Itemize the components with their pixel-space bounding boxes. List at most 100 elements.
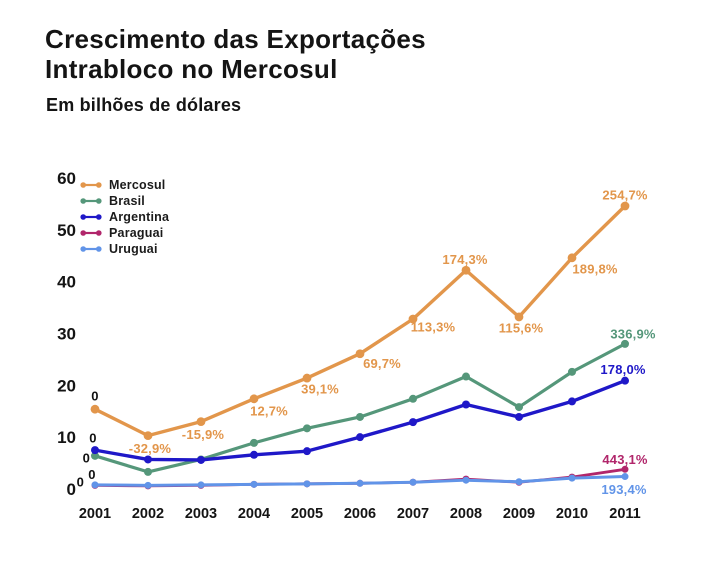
- data-point-paraguai-2011[interactable]: [621, 465, 629, 473]
- data-point-mercosul-2008[interactable]: [461, 265, 471, 275]
- data-label-mercosul-2001: 0: [91, 389, 98, 404]
- data-label-mercosul-2003: -15,9%: [182, 427, 225, 442]
- legend-item-mercosul[interactable]: Mercosul: [80, 177, 169, 192]
- x-axis-tick: 2004: [238, 506, 270, 522]
- data-point-brasil-2001[interactable]: [91, 451, 99, 460]
- legend-marker-icon: [80, 213, 102, 220]
- data-label-brasil-2011: 336,9%: [610, 326, 656, 341]
- data-point-uruguai-2011[interactable]: [621, 473, 629, 481]
- chart-title: Crescimento das Exportações Intrabloco n…: [45, 24, 426, 84]
- x-axis-tick: 2010: [556, 506, 588, 522]
- data-point-mercosul-2005[interactable]: [302, 373, 312, 383]
- data-label-mercosul-2005: 39,1%: [301, 382, 339, 397]
- data-point-argentina-2010[interactable]: [568, 397, 576, 406]
- data-point-mercosul-2004[interactable]: [249, 394, 259, 404]
- data-point-brasil-2004[interactable]: [250, 438, 258, 447]
- data-label-mercosul-2007: 113,3%: [411, 319, 456, 334]
- x-axis-tick: 2002: [132, 506, 164, 522]
- x-axis-tick: 2005: [291, 506, 323, 522]
- y-axis-tick: 50: [57, 221, 76, 240]
- data-point-brasil-2008[interactable]: [462, 372, 470, 381]
- x-axis-tick: 2006: [344, 506, 376, 522]
- data-label-mercosul-2004: 12,7%: [250, 403, 288, 418]
- legend-label: Paraguai: [109, 225, 164, 240]
- x-axis-tick: 2008: [450, 506, 482, 522]
- data-label-argentina-2001: 0: [89, 431, 96, 446]
- data-label-brasil-2001: 0: [83, 450, 90, 465]
- legend-item-uruguai[interactable]: Uruguai: [80, 241, 169, 256]
- y-axis-tick: 60: [57, 169, 76, 188]
- legend-item-brasil[interactable]: Brasil: [80, 193, 169, 208]
- x-axis-tick: 2009: [503, 506, 535, 522]
- data-label-paraguai-2011: 443,1%: [602, 452, 648, 467]
- data-label-mercosul-2002: -32,9%: [129, 441, 172, 456]
- legend-marker-icon: [80, 181, 102, 188]
- x-axis-tick: 2003: [185, 506, 217, 522]
- legend-label: Uruguai: [109, 241, 158, 256]
- data-point-uruguai-2001[interactable]: [91, 481, 99, 489]
- y-axis-tick: 0: [67, 480, 76, 499]
- legend-item-argentina[interactable]: Argentina: [80, 209, 170, 224]
- data-point-brasil-2011[interactable]: [621, 339, 629, 348]
- data-point-argentina-2002[interactable]: [144, 455, 152, 464]
- x-axis-tick: 2011: [609, 506, 640, 522]
- data-point-uruguai-2010[interactable]: [568, 474, 576, 482]
- legend-label: Brasil: [109, 193, 145, 208]
- data-point-argentina-2011[interactable]: [621, 376, 629, 385]
- legend-marker-icon: [80, 197, 102, 204]
- data-point-brasil-2005[interactable]: [303, 424, 311, 433]
- legend-marker-icon: [80, 229, 102, 236]
- data-point-mercosul-2006[interactable]: [355, 349, 365, 359]
- y-axis-tick: 10: [57, 428, 76, 447]
- legend-marker-icon: [80, 245, 102, 252]
- data-point-argentina-2006[interactable]: [356, 433, 364, 442]
- data-point-brasil-2010[interactable]: [568, 367, 576, 376]
- chart-title-line1: Crescimento das Exportações: [45, 24, 426, 54]
- data-point-mercosul-2010[interactable]: [567, 253, 577, 263]
- data-label-mercosul-2008: 174,3%: [442, 252, 488, 267]
- y-axis-tick: 20: [57, 376, 76, 395]
- data-point-mercosul-2001[interactable]: [90, 404, 100, 414]
- data-point-argentina-2001[interactable]: [91, 446, 99, 455]
- x-axis-tick: 2001: [79, 506, 111, 522]
- data-point-argentina-2008[interactable]: [462, 400, 470, 409]
- data-point-uruguai-2002[interactable]: [144, 481, 152, 489]
- y-axis-tick: 40: [57, 273, 76, 292]
- series-line-mercosul: [93, 204, 627, 438]
- data-point-brasil-2009[interactable]: [515, 403, 523, 412]
- data-label-paraguai-2001: 0: [88, 467, 95, 482]
- legend: Mercosul Brasil Argentina Paraguai Uruguai: [80, 177, 170, 256]
- data-point-mercosul-2003[interactable]: [196, 417, 206, 427]
- data-point-mercosul-2009[interactable]: [514, 312, 524, 322]
- data-point-mercosul-2002[interactable]: [143, 431, 153, 441]
- data-point-uruguai-2003[interactable]: [197, 481, 205, 489]
- data-point-brasil-2007[interactable]: [409, 394, 417, 403]
- data-label-mercosul-2010: 189,8%: [572, 261, 618, 276]
- data-label-argentina-2011: 178,0%: [600, 362, 646, 377]
- data-point-uruguai-2005[interactable]: [303, 480, 311, 488]
- data-point-uruguai-2004[interactable]: [250, 480, 258, 488]
- data-point-argentina-2009[interactable]: [515, 412, 523, 421]
- data-label-uruguai-2011: 193,4%: [601, 482, 647, 497]
- data-label-mercosul-2006: 69,7%: [363, 356, 401, 371]
- data-point-uruguai-2006[interactable]: [356, 479, 364, 487]
- data-point-uruguai-2008[interactable]: [462, 476, 470, 484]
- data-point-brasil-2002[interactable]: [144, 467, 152, 476]
- legend-label: Mercosul: [109, 177, 166, 192]
- data-point-argentina-2003[interactable]: [197, 455, 205, 464]
- data-label-mercosul-2009: 115,6%: [499, 320, 544, 335]
- data-point-mercosul-2011[interactable]: [620, 201, 630, 211]
- x-axis-tick: 2007: [397, 506, 429, 522]
- legend-item-paraguai[interactable]: Paraguai: [80, 225, 169, 240]
- data-point-brasil-2006[interactable]: [356, 412, 364, 421]
- data-point-mercosul-2007[interactable]: [408, 314, 418, 324]
- legend-label: Argentina: [109, 209, 170, 224]
- chart-title-line2: Intrabloco no Mercosul: [45, 54, 338, 84]
- data-point-argentina-2005[interactable]: [303, 447, 311, 456]
- data-point-uruguai-2009[interactable]: [515, 478, 523, 486]
- data-point-argentina-2004[interactable]: [250, 450, 258, 459]
- data-point-argentina-2007[interactable]: [409, 418, 417, 427]
- data-point-uruguai-2007[interactable]: [409, 478, 417, 486]
